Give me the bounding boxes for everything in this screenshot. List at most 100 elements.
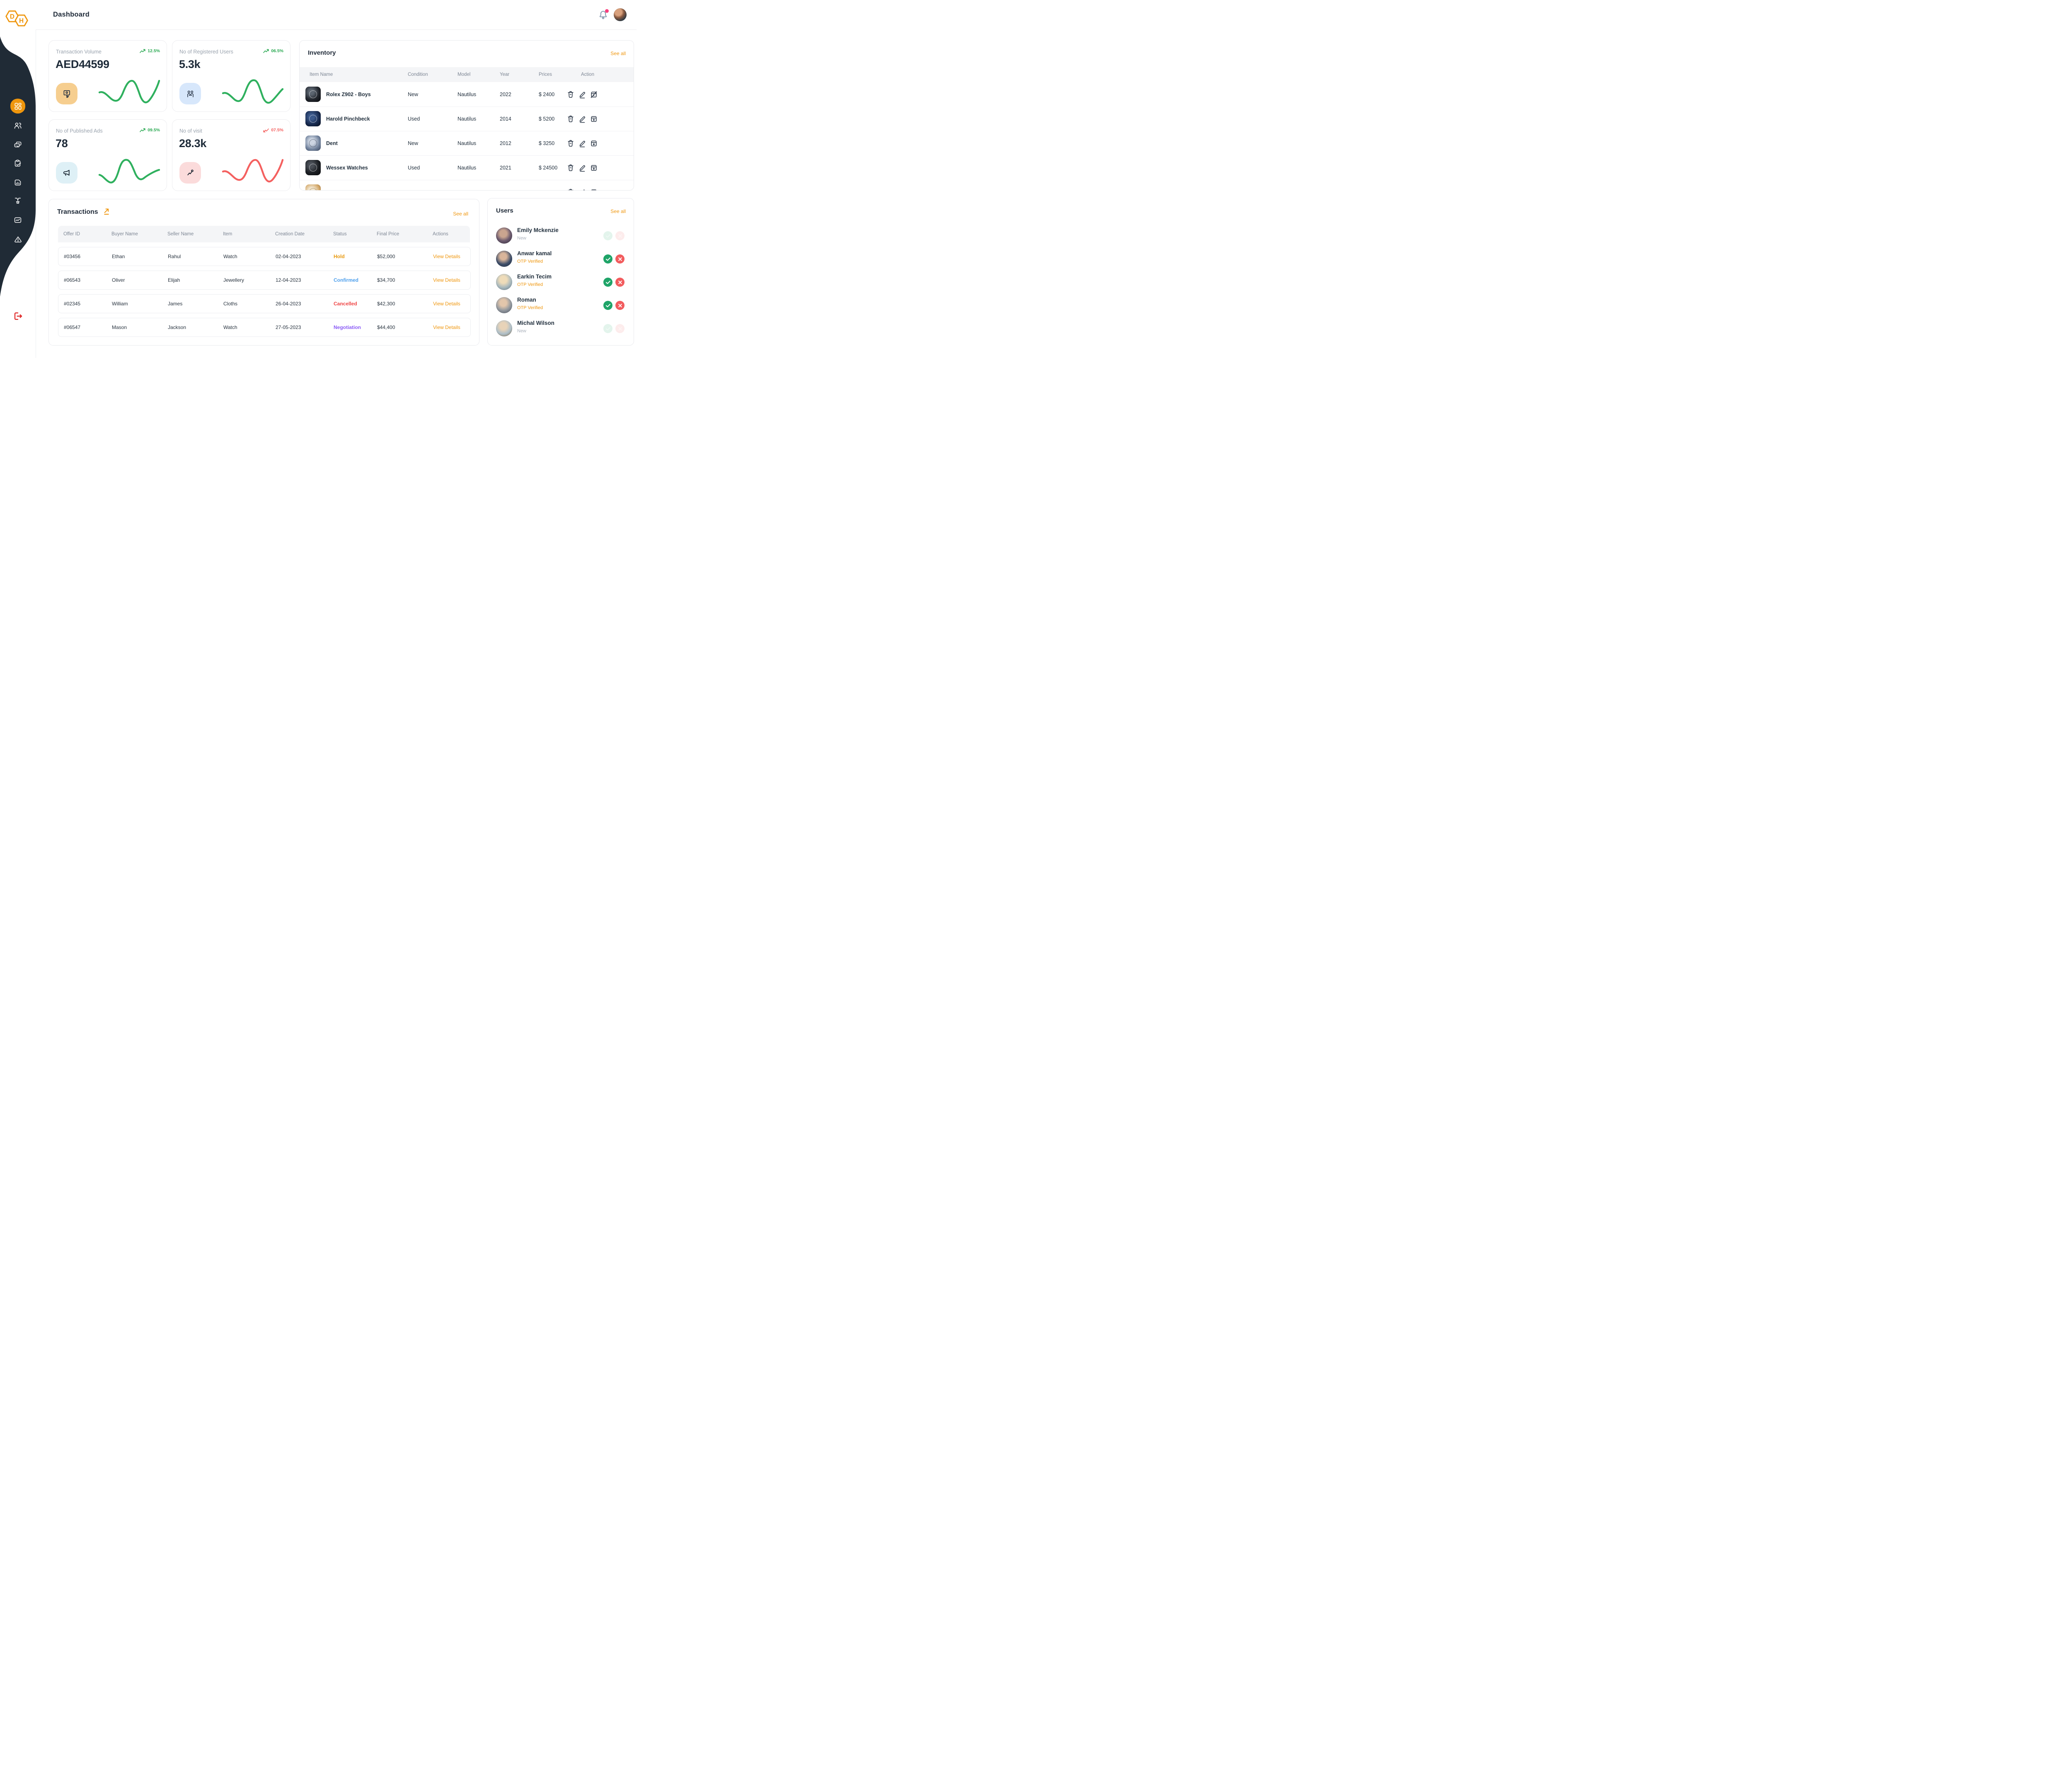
reject-user-button[interactable] (615, 324, 625, 333)
check-icon (605, 303, 610, 307)
reject-user-button[interactable] (615, 231, 625, 240)
view-details-link[interactable]: View Details (433, 324, 460, 330)
external-link-icon[interactable] (104, 208, 109, 215)
archive-icon[interactable] (590, 164, 598, 172)
sidebar-item-orders[interactable] (10, 156, 25, 171)
item-model: Nautilus (457, 91, 477, 97)
view-details-link[interactable]: View Details (433, 277, 460, 283)
reject-user-button[interactable] (615, 278, 625, 287)
price-tag-icon (63, 90, 70, 98)
inventory-title: Inventory (308, 49, 336, 56)
tx-price: $42,300 (377, 301, 395, 307)
tx-offer-id: #03456 (64, 254, 81, 259)
item-year: 2021 (500, 164, 511, 171)
user-status: OTP Verified (517, 305, 543, 310)
brand-logo-dh-icon[interactable]: D H (5, 7, 31, 31)
transactions-see-all-link[interactable]: See all (453, 211, 468, 217)
reject-user-button[interactable] (615, 254, 625, 264)
item-price: $ 2400 (539, 91, 555, 97)
archive-slash-icon[interactable] (590, 90, 598, 98)
approve-user-button[interactable] (603, 278, 612, 287)
approve-user-button[interactable] (603, 301, 612, 310)
view-details-link[interactable]: View Details (433, 301, 460, 307)
edit-pencil-icon[interactable] (579, 164, 586, 172)
users-icon (14, 123, 22, 129)
tx-status: Cancelled (334, 301, 357, 307)
archive-icon[interactable] (590, 188, 598, 191)
stat-label: No of Registered Users (179, 49, 233, 55)
sidebar-item-ads[interactable] (10, 137, 25, 152)
trend-badge: 09.5% (140, 128, 160, 133)
user-row: Emily Mckenzie New (496, 227, 625, 246)
check-icon (605, 280, 610, 284)
archive-icon[interactable] (590, 115, 598, 123)
tx-date: 02-04-2023 (276, 254, 301, 259)
item-condition: Used (408, 164, 420, 171)
trend-value: 06.5% (271, 48, 283, 53)
item-condition: New (408, 140, 419, 146)
check-icon (605, 257, 610, 261)
logout-button[interactable] (11, 309, 25, 323)
col-actions: Actions (433, 232, 448, 237)
reject-user-button[interactable] (615, 301, 625, 310)
approve-user-button[interactable] (603, 231, 612, 240)
notification-dot (605, 9, 609, 13)
user-name: Michal Wilson (517, 320, 554, 326)
notifications-button[interactable] (598, 9, 609, 20)
tx-buyer: Mason (112, 324, 127, 330)
tx-seller: Rahul (168, 254, 181, 259)
edit-pencil-icon[interactable] (579, 139, 586, 147)
tx-price: $44,400 (377, 324, 395, 330)
trash-icon[interactable] (567, 164, 574, 172)
sidebar: D H (0, 0, 36, 358)
stat-card-visits: No of visit 07.5% 28.3k (172, 119, 290, 191)
edit-pencil-icon[interactable] (579, 115, 586, 123)
item-photo (305, 160, 321, 175)
trash-icon[interactable] (567, 188, 574, 191)
item-price: $ 5200 (539, 116, 555, 122)
transactions-title-text: Transactions (57, 208, 98, 215)
item-year: 2012 (500, 140, 511, 146)
stat-value: 28.3k (179, 137, 207, 150)
approve-user-button[interactable] (603, 254, 612, 264)
edit-pencil-icon[interactable] (579, 90, 586, 98)
trend-up-icon (140, 128, 145, 132)
trash-icon[interactable] (567, 90, 574, 98)
avatar (496, 274, 512, 290)
trend-value: 12.5% (148, 48, 160, 53)
users-title: Users (496, 207, 513, 214)
inventory-see-all-link[interactable]: See all (610, 51, 626, 56)
trash-icon[interactable] (567, 139, 574, 147)
item-name: Wessex Watches (326, 164, 368, 171)
sidebar-item-alerts[interactable] (10, 232, 25, 247)
transactions-panel: Transactions See all Offer ID Buyer Name… (48, 199, 479, 346)
medal-star-icon (15, 198, 21, 204)
stat-badge (179, 162, 201, 184)
stat-badge (179, 83, 201, 104)
tx-item: Watch (223, 324, 237, 330)
sidebar-item-dashboard[interactable] (10, 99, 25, 114)
approve-user-button[interactable] (603, 324, 612, 333)
item-photo (305, 135, 321, 151)
item-condition: New (408, 91, 419, 97)
sidebar-item-reports[interactable] (10, 175, 25, 190)
sidebar-item-rewards[interactable] (10, 194, 25, 208)
top-bar: Dashboard (36, 0, 637, 30)
trend-value: 07.5% (271, 128, 283, 133)
avatar (496, 320, 512, 336)
avatar (496, 297, 512, 313)
users-see-all-link[interactable]: See all (610, 208, 626, 214)
sidebar-item-users[interactable] (10, 118, 25, 133)
inventory-row: Harold Pinchbeck Used Nautilus 2014 $ 52… (300, 106, 634, 131)
sidebar-item-analytics[interactable] (10, 213, 25, 227)
view-details-link[interactable]: View Details (433, 254, 460, 259)
edit-pencil-icon[interactable] (579, 188, 586, 191)
inventory-row: Dent New Nautilus 2012 $ 3250 (300, 131, 634, 156)
user-name: Emily Mckenzie (517, 227, 559, 233)
inventory-table-header: Item Name Condition Model Year Prices Ac… (300, 67, 634, 82)
profile-avatar[interactable] (614, 8, 627, 21)
sparkline (98, 80, 160, 104)
archive-icon[interactable] (590, 139, 598, 147)
trash-icon[interactable] (567, 115, 574, 123)
tx-date: 27-05-2023 (276, 324, 301, 330)
